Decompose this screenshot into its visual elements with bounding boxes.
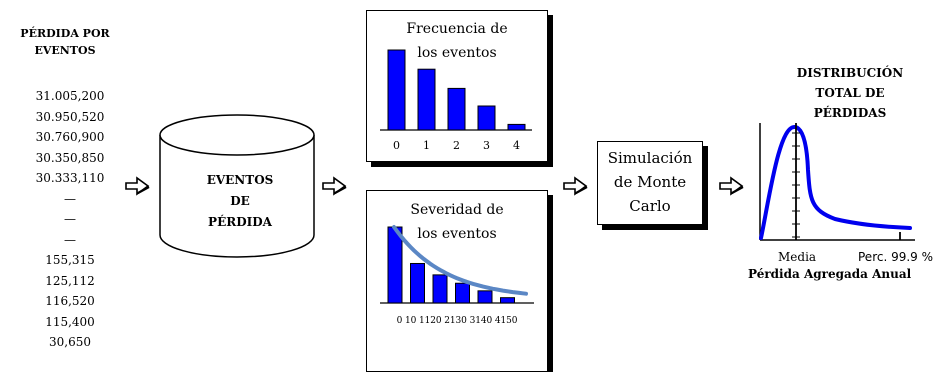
frequency-bar-0 xyxy=(387,49,406,131)
severity-tick-labels: 0 10 1120 2130 3140 4150 xyxy=(396,316,518,326)
database-label-line1: EVENTOS xyxy=(206,173,274,187)
loss-value-0: 31.005,200 xyxy=(35,89,105,103)
frequency-bar-3 xyxy=(477,105,496,131)
distribution-percentile-label: Perc. 99.9 % xyxy=(858,250,934,264)
loss-value-12: 30,650 xyxy=(49,335,91,349)
severity-bar-1 xyxy=(410,262,425,304)
database-label: EVENTOS DE PÉRDIDA xyxy=(180,170,300,233)
severity-bar-3 xyxy=(455,282,470,304)
distribution-curve xyxy=(759,125,912,240)
arrow-4-shadow xyxy=(731,186,744,194)
diagram-canvas: PÉRDIDA POR EVENTOS 31.005,200 30.950,520… xyxy=(0,10,934,372)
losses-title: PÉRDIDA POR EVENTOS xyxy=(0,25,130,59)
distribution-title-line1: DISTRIBUCIÓN xyxy=(796,66,904,80)
monte-carlo-line2: de Monte xyxy=(613,173,687,191)
frequency-tick-4: 4 xyxy=(513,139,520,152)
frequency-tick-2: 2 xyxy=(453,139,460,152)
distribution-title-line2: TOTAL DE xyxy=(815,86,885,100)
frequency-title-line2: los eventos xyxy=(417,45,497,61)
arrow-2-shadow xyxy=(334,186,347,194)
arrow-1-icon xyxy=(125,176,150,196)
loss-value-7: — xyxy=(64,232,76,247)
severity-bar-chart xyxy=(380,225,534,304)
losses-title-line1: PÉRDIDA POR xyxy=(20,27,110,40)
loss-value-1: 30.950,520 xyxy=(35,109,105,124)
database-label-line2: DE xyxy=(230,194,250,208)
arrow-3-shadow xyxy=(575,186,588,194)
loss-value-5: — xyxy=(64,191,76,206)
frequency-bar-chart: 0 1 2 3 4 xyxy=(380,49,532,152)
arrow-1-shadow xyxy=(137,186,150,194)
frequency-bar-4 xyxy=(507,123,526,131)
distribution-title: DISTRIBUCIÓN TOTAL DE PÉRDIDAS xyxy=(780,63,920,123)
loss-value-11: 115,400 xyxy=(45,314,95,329)
severity-title: Severidad de los eventos xyxy=(366,198,548,246)
frequency-tick-3: 3 xyxy=(483,139,490,152)
total-loss-distribution-chart xyxy=(759,123,915,241)
severity-bar-5 xyxy=(500,297,515,304)
monte-carlo-line3: Carlo xyxy=(629,197,671,215)
losses-title-line2: EVENTOS xyxy=(34,44,96,57)
monte-carlo-box xyxy=(597,141,703,225)
frequency-tick-1: 1 xyxy=(423,139,430,152)
arrow-2-icon xyxy=(322,176,347,196)
distribution-xlabel: Pérdida Agregada Anual xyxy=(748,267,912,281)
frequency-bar-1 xyxy=(417,68,436,131)
severity-bar-2 xyxy=(432,274,448,304)
frequency-title-line1: Frecuencia de xyxy=(406,21,508,37)
severity-bar-4 xyxy=(477,290,493,304)
frequency-title: Frecuencia de los eventos xyxy=(366,17,548,65)
monte-carlo-line1: Simulación xyxy=(607,149,693,167)
loss-value-3: 30.350,850 xyxy=(35,150,105,165)
arrow-4-icon xyxy=(719,176,744,196)
database-cylinder-icon xyxy=(159,114,315,258)
loss-value-8: 155,315 xyxy=(45,253,95,267)
frequency-tick-0: 0 xyxy=(393,139,400,152)
severity-fit-curve xyxy=(392,225,528,296)
loss-value-6: — xyxy=(64,212,76,226)
loss-value-2: 30.760,900 xyxy=(35,130,105,144)
monte-carlo-label: Simulación de Monte Carlo xyxy=(597,146,703,218)
frequency-bar-2 xyxy=(447,87,466,131)
loss-value-9: 125,112 xyxy=(45,273,95,288)
loss-value-10: 116,520 xyxy=(45,294,95,308)
severity-title-line1: Severidad de xyxy=(410,202,504,218)
arrow-3-icon xyxy=(563,176,588,196)
severity-title-line2: los eventos xyxy=(417,226,497,242)
distribution-mean-label: Media xyxy=(778,250,817,264)
distribution-title-line3: PÉRDIDAS xyxy=(813,106,887,120)
flow-arrows xyxy=(125,176,744,196)
database-label-line3: PÉRDIDA xyxy=(208,215,272,229)
loss-value-4: 30.333,110 xyxy=(35,171,105,185)
loss-values-list: 31.005,200 30.950,520 30.760,900 30.350,850… xyxy=(20,86,120,353)
